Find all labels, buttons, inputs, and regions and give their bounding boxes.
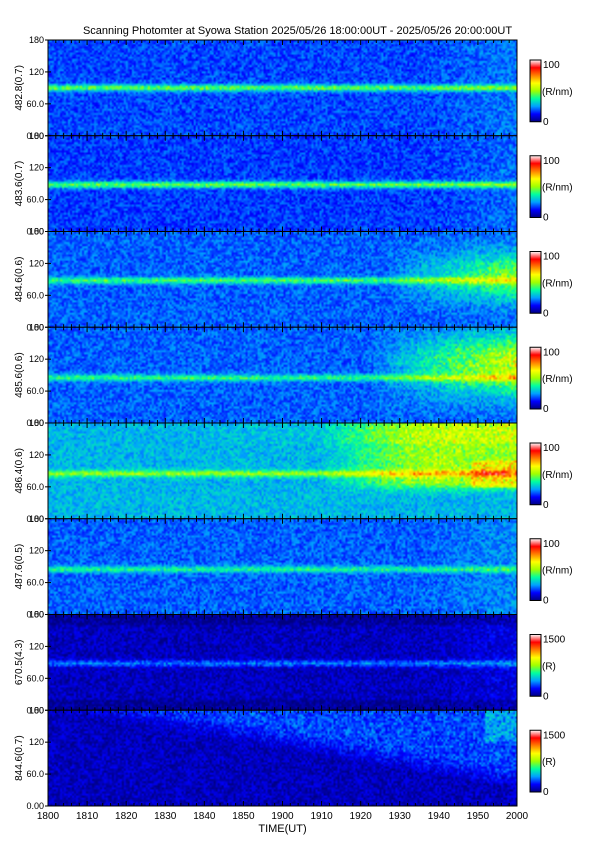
colorbar-min-label: 0 <box>543 500 549 511</box>
y-tick-label: 120 <box>29 67 44 77</box>
y-tick-label: 180 <box>29 514 44 524</box>
colorbar-max-label: 100 <box>543 156 560 167</box>
y-axis-label: 670.5(4.3) <box>14 640 25 686</box>
colorbar-min-label: 0 <box>543 596 549 607</box>
heatmap-panel-7 <box>48 614 517 711</box>
y-tick-label: 180 <box>29 322 44 332</box>
y-tick-label: 0.00 <box>26 610 44 620</box>
colorbar-min-label: 0 <box>543 117 549 128</box>
x-tick-label: 1850 <box>232 811 255 822</box>
y-tick-label: 120 <box>29 258 44 268</box>
y-tick-label: 0.00 <box>26 227 44 237</box>
y-tick-label: 60.0 <box>26 386 44 396</box>
y-tick-label: 60.0 <box>26 769 44 779</box>
x-tick-label: 1820 <box>115 811 138 822</box>
colorbar-max-label: 100 <box>543 60 560 71</box>
y-tick-label: 60.0 <box>26 578 44 588</box>
colorbar <box>529 251 542 314</box>
colorbar <box>529 59 542 123</box>
y-tick-label: 120 <box>29 546 44 556</box>
x-tick-label: 1900 <box>271 811 294 822</box>
y-tick-label: 0.00 <box>26 418 44 428</box>
colorbar-max-label: 1500 <box>543 635 566 646</box>
heatmap-panel-5 <box>48 423 517 519</box>
x-tick-label: 1940 <box>428 811 451 822</box>
colorbar <box>529 442 542 506</box>
y-tick-label: 180 <box>29 227 44 237</box>
colorbar-max-label: 100 <box>543 443 560 454</box>
heatmap-panel-6 <box>48 518 517 615</box>
x-tick-label: 1830 <box>154 811 177 822</box>
y-axis-label: 487.6(0.5) <box>14 544 25 590</box>
y-axis-label: 844.6(0.7) <box>14 735 25 781</box>
x-axis-label: TIME(UT) <box>258 823 306 835</box>
heatmap-panel-3 <box>48 231 517 328</box>
y-axis-label: 485.6(0.6) <box>14 352 25 398</box>
colorbar-unit-label: (R) <box>542 661 556 672</box>
x-tick-label: 1920 <box>350 811 373 822</box>
y-tick-label: 120 <box>29 163 44 173</box>
colorbar-unit-label: (R/nm) <box>542 374 573 385</box>
x-tick-label: 1950 <box>467 811 490 822</box>
heatmap-panel-1 <box>48 40 517 136</box>
x-tick-label: 1930 <box>389 811 412 822</box>
y-tick-label: 120 <box>29 737 44 747</box>
colorbar-min-label: 0 <box>543 213 549 224</box>
y-tick-label: 180 <box>29 705 44 715</box>
y-axis-label: 483.6(0.7) <box>14 161 25 207</box>
colorbar <box>529 634 542 697</box>
y-tick-label: 60.0 <box>26 482 44 492</box>
y-axis-label: 486.4(0.6) <box>14 448 25 494</box>
y-tick-label: 120 <box>29 450 44 460</box>
chart-title: Scanning Photomter at Syowa Station 2025… <box>82 25 513 37</box>
x-tick-label: 2000 <box>506 811 529 822</box>
y-tick-label: 180 <box>29 35 44 45</box>
y-tick-label: 60.0 <box>26 99 44 109</box>
x-tick-label: 1840 <box>193 811 216 822</box>
y-tick-label: 180 <box>29 610 44 620</box>
y-tick-label: 120 <box>29 641 44 651</box>
colorbar-max-label: 1500 <box>543 730 566 741</box>
y-tick-label: 180 <box>29 418 44 428</box>
colorbar <box>529 729 542 793</box>
heatmap-panel-8 <box>48 710 517 806</box>
x-tick-label: 1800 <box>37 811 60 822</box>
y-tick-label: 0.00 <box>26 322 44 332</box>
colorbar-unit-label: (R) <box>542 757 556 768</box>
colorbar-unit-label: (R/nm) <box>542 566 573 577</box>
x-tick-label: 1810 <box>76 811 99 822</box>
y-axis-label: 484.6(0.6) <box>14 257 25 303</box>
colorbar-max-label: 100 <box>543 347 560 358</box>
colorbar-max-label: 100 <box>543 252 560 263</box>
y-axis-label: 482.8(0.7) <box>14 65 25 111</box>
colorbar <box>529 538 542 601</box>
colorbar-min-label: 0 <box>543 787 549 798</box>
y-tick-label: 0.00 <box>26 131 44 141</box>
y-tick-label: 60.0 <box>26 673 44 683</box>
colorbar-unit-label: (R/nm) <box>542 278 573 289</box>
y-tick-label: 0.00 <box>26 801 44 811</box>
y-tick-label: 60.0 <box>26 290 44 300</box>
y-tick-label: 0.00 <box>26 705 44 715</box>
heatmap-panel-2 <box>48 135 517 232</box>
y-tick-label: 120 <box>29 354 44 364</box>
y-tick-label: 60.0 <box>26 195 44 205</box>
colorbar-min-label: 0 <box>543 404 549 415</box>
colorbar-unit-label: (R/nm) <box>542 87 573 98</box>
colorbar-unit-label: (R/nm) <box>542 183 573 194</box>
x-tick-label: 1910 <box>310 811 333 822</box>
y-tick-label: 0.00 <box>26 514 44 524</box>
colorbar <box>529 346 542 410</box>
colorbar-max-label: 100 <box>543 539 560 550</box>
colorbar-min-label: 0 <box>543 691 549 702</box>
colorbar <box>529 155 542 218</box>
colorbar-min-label: 0 <box>543 308 549 319</box>
y-tick-label: 180 <box>29 131 44 141</box>
colorbar-unit-label: (R/nm) <box>542 470 573 481</box>
heatmap-panel-4 <box>48 327 517 423</box>
